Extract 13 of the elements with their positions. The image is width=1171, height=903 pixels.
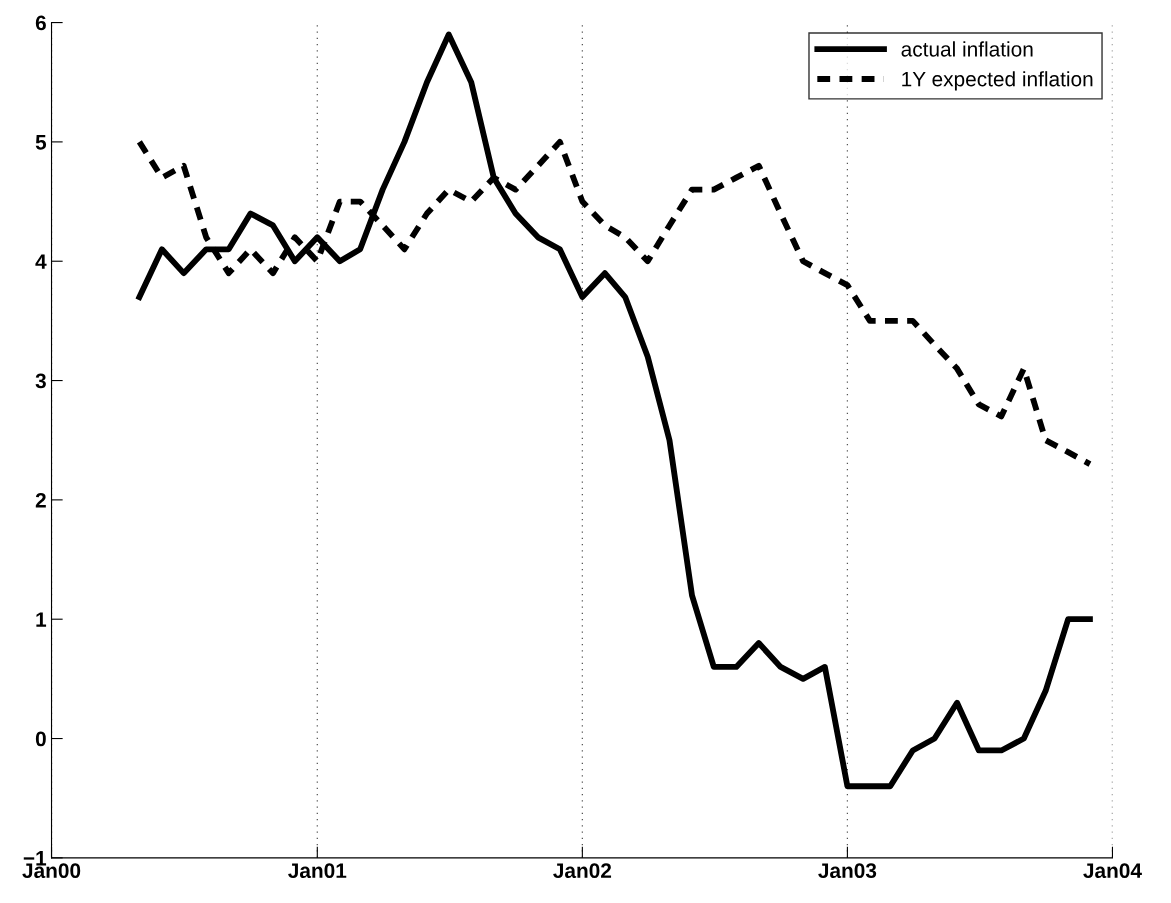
x-tick-label: Jan04 (1083, 863, 1142, 879)
y-tick-label: 3 (35, 373, 46, 389)
legend-label: 1Y expected inflation (902, 71, 1093, 91)
y-tick-label: 6 (35, 15, 46, 31)
x-tick-label: Jan02 (553, 863, 612, 879)
y-tick-label: 4 (35, 254, 47, 269)
y-tick-label: 0 (35, 731, 46, 747)
y-tick-label: 2 (35, 492, 46, 508)
x-tick-label: Jan01 (288, 863, 347, 879)
y-tick-label: 5 (35, 135, 47, 150)
y-tick-label: 1 (36, 612, 47, 627)
x-tick-label: Jan03 (818, 863, 877, 879)
legend-label: actual inflation (901, 41, 1033, 57)
